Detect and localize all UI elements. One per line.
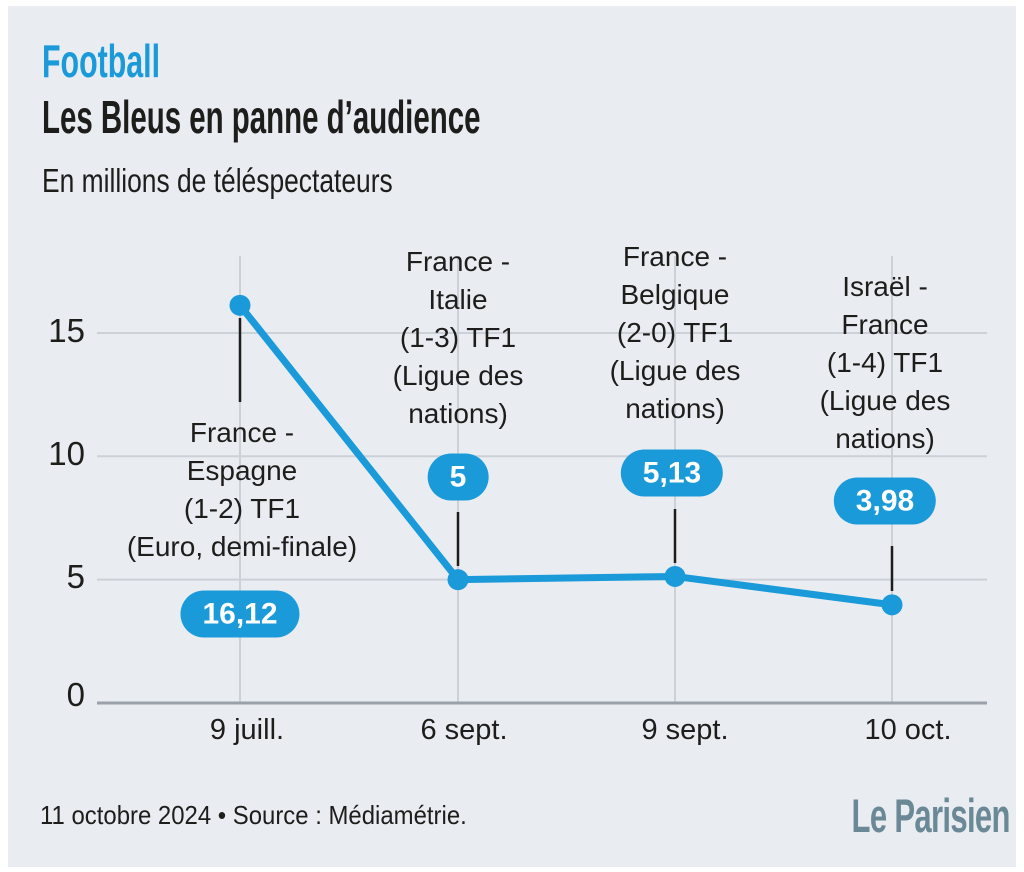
- y-tick-10: 10: [48, 435, 85, 472]
- y-tick-0: 0: [66, 676, 85, 713]
- y-tick-5: 5: [66, 558, 85, 595]
- x-tick-1: 9 juill.: [209, 714, 285, 746]
- chart-unit-subtitle: En millions de téléspectateurs: [42, 162, 393, 199]
- annotation-match-4: Israël - France (1-4) TF1 (Ligue des nat…: [819, 271, 951, 454]
- le-parisien-logo: Le Parisien: [851, 789, 1011, 842]
- x-tick-4: 10 oct.: [864, 714, 952, 746]
- value-badge-1: 16,12: [180, 590, 300, 638]
- section-kicker: Football: [42, 35, 161, 87]
- value-badge-2: 5: [427, 453, 489, 501]
- value-badge-4: 3,98: [833, 477, 937, 525]
- annotation-match-1: France - Espagne (1-2) TF1 (Euro, demi-f…: [126, 417, 358, 562]
- infographic-background: [8, 6, 1016, 867]
- x-tick-3: 9 sept.: [641, 714, 729, 746]
- annotation-match-2: France - Italie (1-3) TF1 (Ligue des nat…: [392, 246, 524, 429]
- x-tick-2: 6 sept.: [420, 714, 508, 746]
- annotation-match-3: France - Belgique (2-0) TF1 (Ligue des n…: [609, 241, 741, 424]
- y-tick-15: 15: [48, 312, 85, 349]
- value-badge-3: 5,13: [620, 449, 724, 497]
- source-line: 11 octobre 2024 • Source : Médiamétrie.: [40, 800, 467, 830]
- chart-title: Les Bleus en panne d’audience: [42, 91, 481, 143]
